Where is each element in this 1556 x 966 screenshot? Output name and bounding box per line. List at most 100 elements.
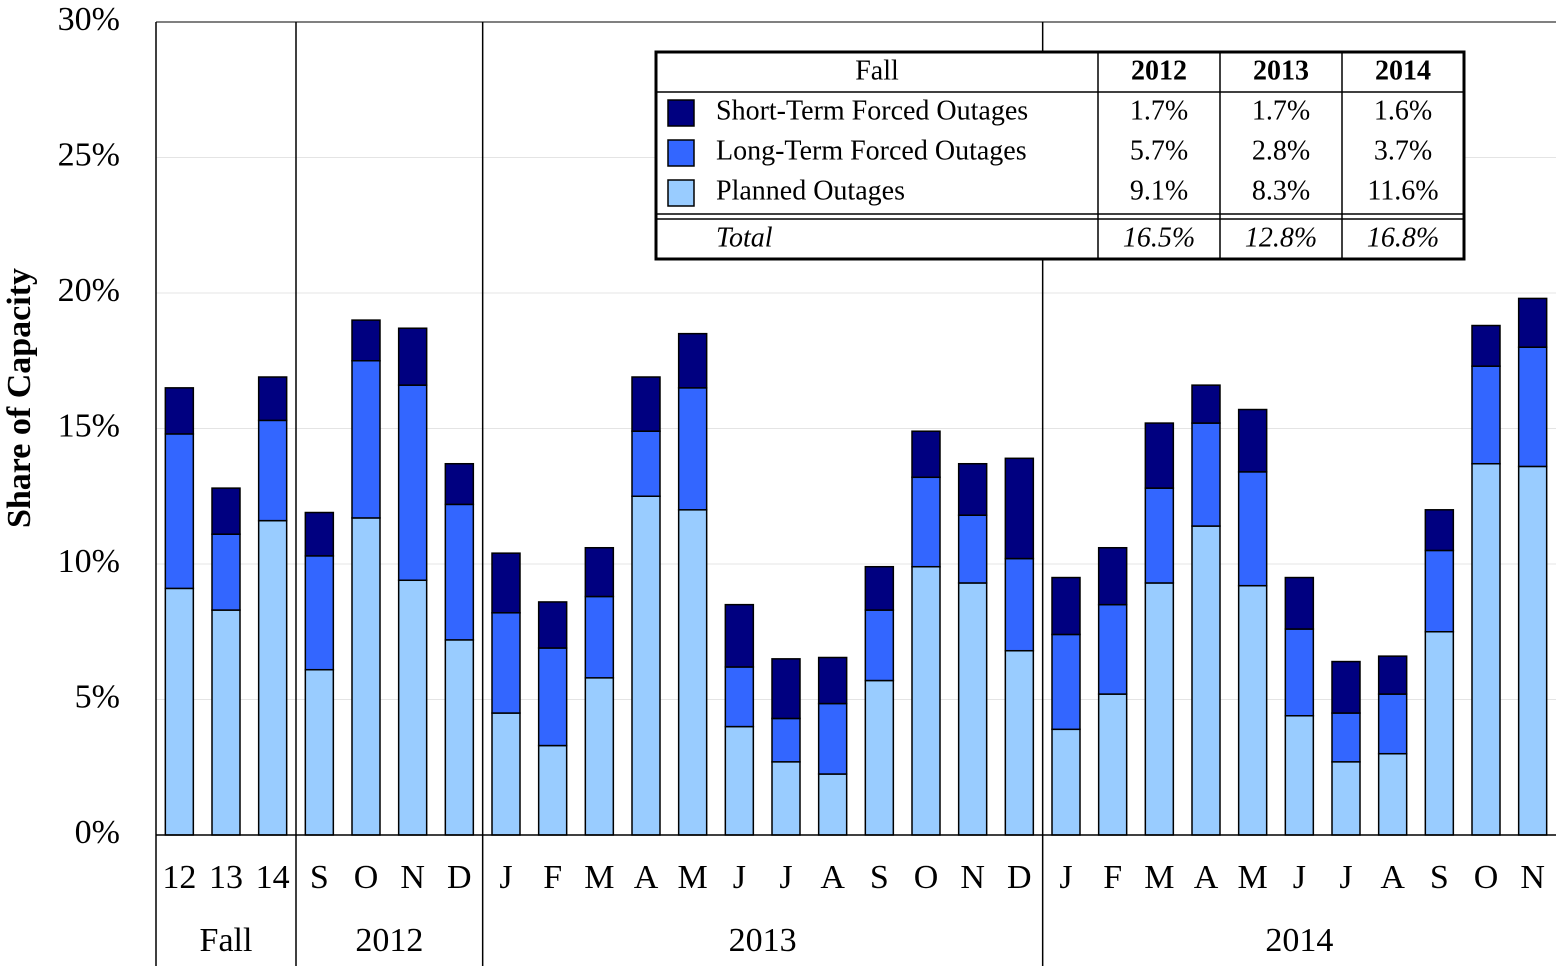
bar-segment [211, 533, 241, 611]
bar-segment [677, 387, 708, 511]
bar-segment [1004, 457, 1035, 560]
bar-segment [817, 656, 848, 705]
bar-segment [1097, 603, 1128, 695]
x-tick-label: J [733, 859, 746, 896]
bar-segment [1331, 761, 1361, 836]
bar-segment [584, 677, 615, 836]
bar-segment [1517, 346, 1548, 468]
legend-label: Long-Term Forced Outages [716, 135, 1027, 166]
legend-swatch [667, 139, 695, 167]
bar-segment [1097, 546, 1128, 606]
bar-segment [817, 702, 848, 775]
bar-segment [397, 579, 428, 836]
table-header: 2012 [1131, 55, 1187, 86]
bar-segment [677, 332, 708, 389]
bar-segment [724, 603, 755, 668]
table-cell: 2.8% [1252, 135, 1310, 166]
bar-segment [1471, 462, 1501, 836]
x-tick-label: F [543, 859, 562, 896]
bar-segment [1424, 631, 1455, 836]
x-tick-label: J [1293, 859, 1306, 896]
legend-label: Planned Outages [716, 175, 905, 206]
x-tick-label: M [678, 859, 708, 896]
bar-segment [724, 666, 755, 728]
bar-segment [911, 476, 941, 568]
bar-segment [1284, 576, 1315, 630]
x-tick-label: M [584, 859, 614, 896]
bar-segment [351, 517, 381, 836]
bar-segment [1471, 365, 1501, 465]
group-label: 2014 [1265, 922, 1333, 959]
x-tick-label: 13 [209, 859, 243, 896]
bar-segment [1424, 549, 1455, 633]
bar-segment [724, 725, 755, 836]
y-tick-label: 5% [75, 678, 120, 715]
table-total-cell: 16.8% [1367, 222, 1439, 253]
bar-segment [1051, 633, 1081, 731]
bar-segment [631, 430, 661, 497]
x-tick-label: J [779, 859, 792, 896]
bar-segment [1191, 384, 1221, 424]
y-tick-label: 30% [58, 1, 120, 38]
bar-segment [1377, 752, 1408, 836]
bar-segment [1051, 576, 1081, 636]
y-tick-label: 10% [58, 543, 120, 580]
bar-segment [351, 319, 381, 362]
bar-segment [584, 595, 615, 679]
x-tick-label: A [1194, 859, 1219, 896]
x-tick-label: A [1380, 859, 1405, 896]
bar-segment [491, 612, 521, 714]
bar-segment [304, 668, 335, 836]
x-tick-label: M [1238, 859, 1268, 896]
bar-segment [537, 744, 568, 836]
x-tick-label: S [1430, 859, 1449, 896]
bar-segment [1237, 408, 1268, 473]
x-tick-label: F [1103, 859, 1122, 896]
x-tick-label: M [1144, 859, 1174, 896]
bar-segment [631, 495, 661, 836]
legend-swatch [667, 179, 695, 207]
bar-segment [351, 360, 381, 519]
bar-segment [491, 712, 521, 836]
x-tick-label: D [447, 859, 472, 896]
bar-segment [911, 565, 941, 836]
x-tick-label: N [400, 859, 425, 896]
table-header: 2013 [1253, 55, 1309, 86]
bar-segment [1424, 509, 1455, 552]
bar-segment [957, 462, 988, 516]
table-header: Fall [855, 55, 899, 86]
x-tick-label: J [1339, 859, 1352, 896]
bar-segment [304, 511, 335, 557]
x-tick-label: J [499, 859, 512, 896]
bar-segment [817, 773, 848, 836]
table-cell: 1.7% [1252, 95, 1310, 126]
x-tick-label: N [960, 859, 985, 896]
bar-segment [1377, 693, 1408, 755]
table-cell: 1.6% [1374, 95, 1432, 126]
x-tick-label: S [870, 859, 889, 896]
bar-segment [771, 761, 801, 836]
group-label: 2013 [729, 922, 797, 959]
bar-segment [1284, 715, 1315, 836]
table-cell: 8.3% [1252, 175, 1310, 206]
bar-segment [911, 430, 941, 479]
y-tick-label: 25% [58, 136, 120, 173]
bar-segment [771, 717, 801, 763]
bar-segment [1144, 487, 1175, 584]
bar-segment [1331, 660, 1361, 714]
bar-segment [164, 387, 195, 435]
bar-segment [444, 462, 475, 506]
bar-segment [584, 546, 615, 598]
bar-segment [1004, 649, 1035, 836]
y-tick-label: 0% [75, 814, 120, 851]
bar-segment [957, 582, 988, 836]
y-axis-label: Share of Capacity [1, 268, 38, 528]
group-label: Fall [200, 922, 253, 959]
bar-segment [1144, 422, 1175, 489]
y-tick-label: 15% [58, 407, 120, 444]
bar-segment [211, 487, 241, 535]
x-tick-label: D [1007, 859, 1032, 896]
bar-segment [1097, 693, 1128, 836]
bar-segment [1517, 297, 1548, 348]
x-tick-label: A [634, 859, 659, 896]
